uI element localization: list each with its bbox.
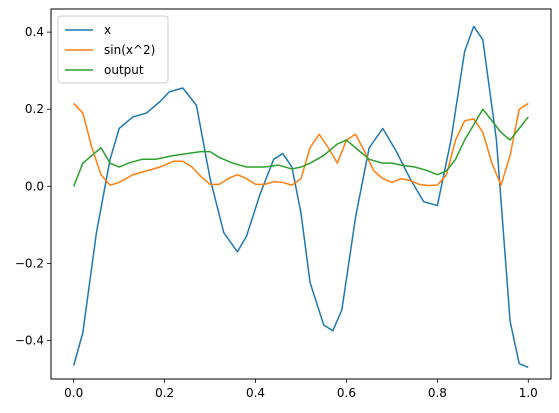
series-line-1 <box>73 102 529 187</box>
series-layer <box>73 25 529 369</box>
legend-label-x: x <box>104 23 111 37</box>
x-tick-label: 0.8 <box>428 386 447 400</box>
y-tick-label: −0.2 <box>15 256 44 270</box>
series-line-2 <box>73 108 529 187</box>
series-line-0 <box>73 25 529 369</box>
y-tick-label: −0.4 <box>15 333 44 347</box>
y-tick-label: 0.0 <box>25 179 44 193</box>
y-tick-label: 0.4 <box>25 25 44 39</box>
x-tick-label: 0.4 <box>246 386 265 400</box>
x-tick-label: 0.2 <box>155 386 174 400</box>
x-tick-label: 0.0 <box>64 386 83 400</box>
x-axis-ticks: 0.0 0.2 0.4 0.6 0.8 1.0 <box>64 379 538 400</box>
plot-frame <box>50 8 552 380</box>
legend-label-output: output <box>104 63 144 77</box>
y-tick-label: 0.2 <box>25 102 44 116</box>
legend-box <box>57 15 169 84</box>
legend: x sin(x^2) output <box>57 15 169 84</box>
x-tick-label: 0.6 <box>337 386 356 400</box>
legend-label-sin: sin(x^2) <box>104 43 155 57</box>
y-axis-ticks: −0.4 −0.2 0.0 0.2 0.4 <box>15 25 51 347</box>
x-tick-label: 1.0 <box>519 386 538 400</box>
